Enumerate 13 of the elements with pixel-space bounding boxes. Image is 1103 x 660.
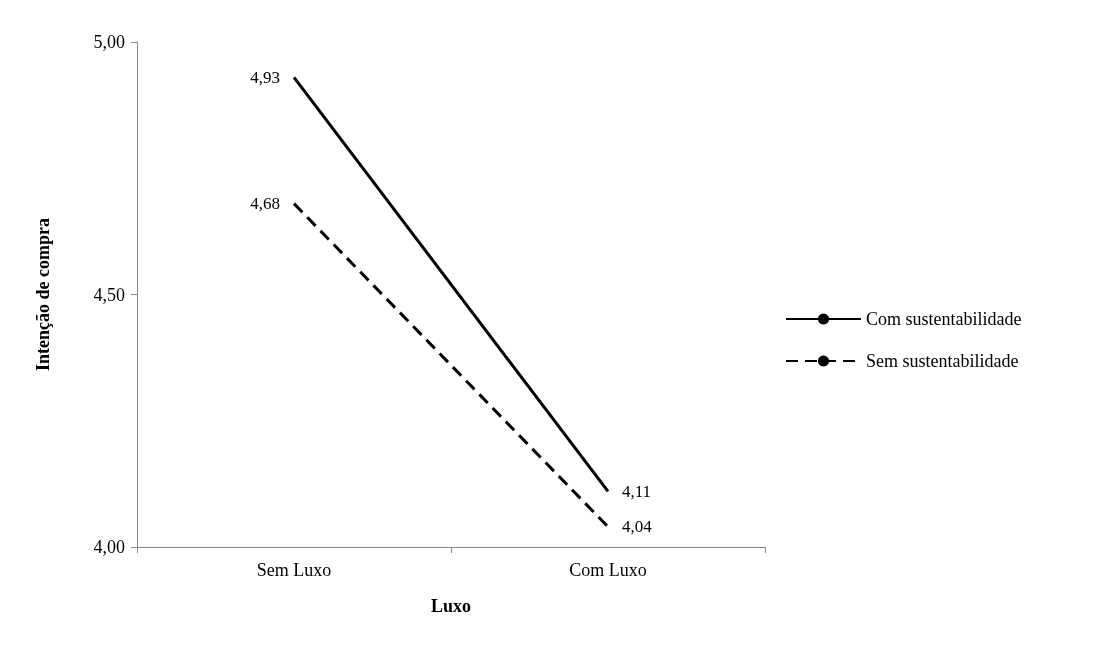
data-label: 4,04: [622, 517, 653, 537]
legend-label: Sem sustentabilidade: [866, 351, 1019, 371]
data-label: 4,68: [250, 194, 280, 214]
y-tick-label: 5,00: [93, 32, 125, 52]
y-tick-label: 4,00: [93, 537, 125, 557]
y-axis-title: Intenção de compra: [33, 218, 53, 371]
x-axis-title: Luxo: [430, 596, 472, 616]
y-tick-label: 4,50: [93, 284, 125, 305]
data-label: 4,11: [622, 481, 652, 501]
x-tick-label: Sem Luxo: [256, 560, 332, 580]
x-tick-label: Com Luxo: [569, 560, 647, 580]
legend-label: Com sustentabilidade: [866, 309, 1022, 329]
data-label: 4,93: [250, 67, 280, 87]
